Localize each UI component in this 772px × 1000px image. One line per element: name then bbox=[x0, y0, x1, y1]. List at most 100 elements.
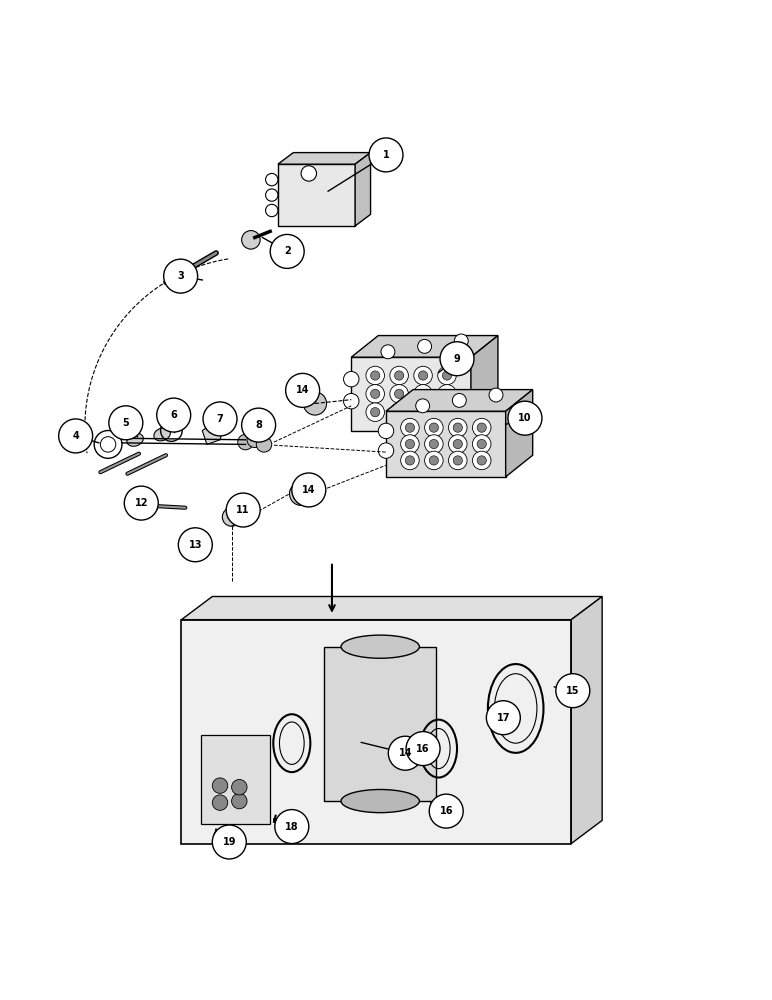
Circle shape bbox=[157, 398, 191, 432]
Circle shape bbox=[394, 389, 404, 398]
Circle shape bbox=[453, 456, 462, 465]
Text: 14: 14 bbox=[302, 485, 316, 495]
Circle shape bbox=[388, 736, 422, 770]
Circle shape bbox=[366, 366, 384, 385]
Circle shape bbox=[366, 403, 384, 421]
Circle shape bbox=[344, 371, 359, 387]
Text: 8: 8 bbox=[256, 420, 262, 430]
Bar bbox=[201, 735, 270, 824]
Text: 7: 7 bbox=[217, 414, 223, 424]
Circle shape bbox=[369, 138, 403, 172]
Polygon shape bbox=[506, 390, 533, 477]
Circle shape bbox=[489, 388, 503, 402]
Circle shape bbox=[371, 371, 380, 380]
Circle shape bbox=[414, 385, 432, 403]
Circle shape bbox=[442, 408, 452, 417]
Circle shape bbox=[453, 423, 462, 432]
Circle shape bbox=[453, 439, 462, 449]
Circle shape bbox=[222, 508, 241, 526]
Circle shape bbox=[418, 408, 428, 417]
Text: 17: 17 bbox=[496, 713, 510, 723]
Text: 5: 5 bbox=[123, 418, 129, 428]
Circle shape bbox=[371, 389, 380, 398]
Circle shape bbox=[401, 451, 419, 470]
Circle shape bbox=[449, 418, 467, 437]
Ellipse shape bbox=[341, 790, 419, 813]
Circle shape bbox=[390, 385, 408, 403]
Text: 16: 16 bbox=[416, 744, 430, 754]
Circle shape bbox=[405, 423, 415, 432]
Circle shape bbox=[405, 439, 415, 449]
Circle shape bbox=[429, 439, 438, 449]
Ellipse shape bbox=[127, 433, 144, 446]
Circle shape bbox=[406, 732, 440, 766]
Circle shape bbox=[405, 456, 415, 465]
Circle shape bbox=[425, 435, 443, 453]
Circle shape bbox=[401, 435, 419, 453]
Circle shape bbox=[232, 779, 247, 795]
Text: 11: 11 bbox=[236, 505, 250, 515]
Circle shape bbox=[59, 419, 93, 453]
Circle shape bbox=[477, 423, 486, 432]
Circle shape bbox=[303, 392, 327, 415]
Bar bbox=[181, 620, 571, 844]
Circle shape bbox=[371, 408, 380, 417]
Circle shape bbox=[203, 402, 237, 436]
Circle shape bbox=[440, 342, 474, 376]
Circle shape bbox=[418, 339, 432, 353]
Circle shape bbox=[381, 345, 394, 359]
Circle shape bbox=[164, 259, 198, 293]
Circle shape bbox=[242, 408, 276, 442]
Circle shape bbox=[452, 393, 466, 407]
Circle shape bbox=[394, 408, 404, 417]
Circle shape bbox=[418, 371, 428, 380]
Circle shape bbox=[232, 793, 247, 809]
Circle shape bbox=[425, 451, 443, 470]
Circle shape bbox=[290, 482, 313, 505]
Bar bbox=[324, 647, 436, 801]
Circle shape bbox=[344, 393, 359, 409]
Circle shape bbox=[442, 389, 452, 398]
Circle shape bbox=[286, 373, 320, 407]
Circle shape bbox=[472, 451, 491, 470]
Text: 14: 14 bbox=[296, 385, 310, 395]
Circle shape bbox=[477, 439, 486, 449]
Circle shape bbox=[508, 401, 542, 435]
Circle shape bbox=[266, 204, 278, 217]
Circle shape bbox=[556, 674, 590, 708]
Circle shape bbox=[425, 418, 443, 437]
Circle shape bbox=[378, 443, 394, 458]
Circle shape bbox=[266, 173, 278, 186]
Text: 18: 18 bbox=[285, 822, 299, 832]
Text: 1: 1 bbox=[383, 150, 389, 160]
Circle shape bbox=[266, 189, 278, 201]
Circle shape bbox=[238, 434, 253, 450]
Circle shape bbox=[442, 371, 452, 380]
Circle shape bbox=[438, 366, 456, 385]
Circle shape bbox=[366, 385, 384, 403]
Text: 19: 19 bbox=[222, 837, 236, 847]
Text: 4: 4 bbox=[73, 431, 79, 441]
Circle shape bbox=[242, 231, 260, 249]
Circle shape bbox=[212, 778, 228, 793]
Circle shape bbox=[109, 406, 143, 440]
Circle shape bbox=[438, 403, 456, 421]
Circle shape bbox=[256, 437, 272, 452]
Circle shape bbox=[429, 794, 463, 828]
Polygon shape bbox=[386, 411, 506, 477]
Polygon shape bbox=[471, 336, 498, 431]
Circle shape bbox=[486, 701, 520, 735]
Text: 12: 12 bbox=[134, 498, 148, 508]
Circle shape bbox=[275, 810, 309, 844]
Polygon shape bbox=[386, 390, 533, 411]
Circle shape bbox=[178, 528, 212, 562]
Ellipse shape bbox=[341, 635, 419, 658]
Circle shape bbox=[429, 423, 438, 432]
Circle shape bbox=[390, 366, 408, 385]
Circle shape bbox=[472, 435, 491, 453]
Text: 13: 13 bbox=[188, 540, 202, 550]
Circle shape bbox=[124, 486, 158, 520]
Text: 15: 15 bbox=[566, 686, 580, 696]
Circle shape bbox=[212, 825, 246, 859]
Circle shape bbox=[472, 418, 491, 437]
